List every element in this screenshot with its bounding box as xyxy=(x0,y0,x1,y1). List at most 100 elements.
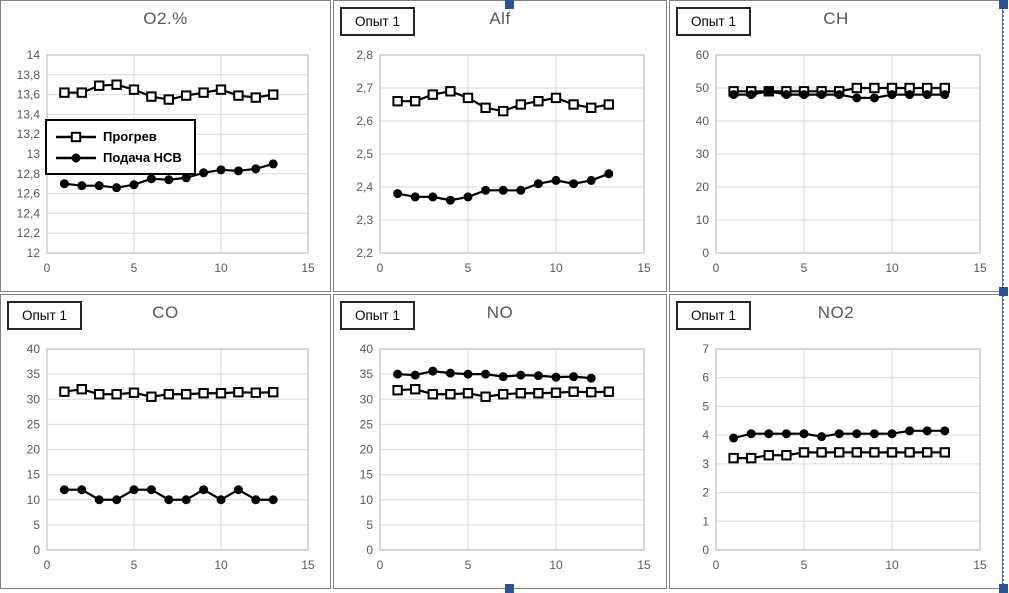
filled-circle-marker-icon xyxy=(59,179,69,189)
filled-circle-marker-icon xyxy=(498,185,508,195)
x-tick-label: 0 xyxy=(713,261,720,275)
y-tick-label: 12,4 xyxy=(17,206,41,220)
filled-circle-marker-icon xyxy=(268,495,278,505)
x-tick-label: 15 xyxy=(973,261,987,275)
filled-circle-marker-icon xyxy=(112,495,122,505)
filled-circle-marker-icon xyxy=(164,495,174,505)
open-square-marker-icon xyxy=(763,450,774,461)
chart-title: NO2 xyxy=(817,303,855,322)
y-tick-label: 15 xyxy=(360,468,374,482)
chart-panel-no[interactable]: NO Опыт 1 0 5 10 15 20 25 30 35 40 0 5 10 15 xyxy=(333,294,667,589)
open-square-marker-icon xyxy=(94,389,105,400)
legend-label: Прогрев xyxy=(103,129,157,144)
filled-circle-marker-icon xyxy=(481,369,491,379)
y-tick-label: 30 xyxy=(360,392,374,406)
open-square-marker-icon xyxy=(268,387,279,398)
y-tick-label: 0 xyxy=(366,543,373,557)
filled-circle-marker-icon xyxy=(94,181,104,191)
filled-circle-marker-icon xyxy=(393,189,403,199)
open-square-marker-icon xyxy=(76,384,87,395)
filled-circle-marker-icon xyxy=(129,180,139,190)
experiment-label-box[interactable]: Опыт 1 xyxy=(340,301,415,330)
filled-circle-marker-icon xyxy=(199,168,209,178)
chart-panel-alf[interactable]: Alf Опыт 1 2,2 2,3 2,4 2,5 2,6 2,7 2,8 0 5 10 15 xyxy=(333,0,667,292)
filled-circle-marker-icon xyxy=(746,429,756,439)
filled-circle-marker-icon xyxy=(746,90,756,100)
filled-circle-marker-icon xyxy=(905,426,915,436)
y-tick-label: 0 xyxy=(33,543,40,557)
experiment-label-box[interactable]: Опыт 1 xyxy=(340,7,415,36)
open-square-marker-icon xyxy=(128,387,140,398)
open-square-marker-icon xyxy=(128,84,140,95)
open-square-marker-icon xyxy=(603,386,615,397)
filled-circle-marker-icon xyxy=(852,93,862,103)
selection-handle-top[interactable] xyxy=(505,0,514,9)
filled-circle-marker-icon xyxy=(251,495,261,505)
filled-circle-marker-icon xyxy=(834,429,844,439)
filled-circle-marker-icon xyxy=(922,426,932,436)
experiment-label-box[interactable]: Опыт 1 xyxy=(7,301,82,330)
chart-title: CO xyxy=(152,303,179,322)
filled-circle-marker-icon xyxy=(764,429,774,439)
plot-area: 0 5 10 15 20 25 30 35 40 0 5 10 15 xyxy=(360,342,651,572)
selection-handle-top-right[interactable] xyxy=(999,0,1008,9)
chart-legend[interactable]: Прогрев Подача НСВ xyxy=(45,119,196,175)
open-square-marker-icon xyxy=(215,388,227,399)
x-tick-label: 5 xyxy=(131,558,138,572)
open-square-marker-icon xyxy=(233,90,244,101)
open-square-marker-icon xyxy=(445,86,456,97)
x-tick-label: 0 xyxy=(377,558,384,572)
filled-circle-marker-icon xyxy=(181,495,191,505)
y-tick-label: 5 xyxy=(366,518,373,532)
filled-circle-marker-icon xyxy=(146,174,156,184)
chart-panel-no2[interactable]: NO2 Опыт 1 0 1 2 3 4 5 6 7 0 5 10 15 xyxy=(669,294,1003,589)
filled-circle-marker-icon xyxy=(516,370,526,380)
open-square-marker-icon xyxy=(392,385,403,396)
selection-handle-bottom-right[interactable] xyxy=(999,584,1008,593)
experiment-label-box[interactable]: Опыт 1 xyxy=(676,7,751,36)
open-square-marker-icon xyxy=(76,87,87,98)
y-tick-label: 20 xyxy=(27,443,41,457)
open-square-marker-icon xyxy=(498,105,509,117)
open-square-marker-icon xyxy=(163,94,175,105)
chart-panel-o2[interactable]: O2.% 12 12,2 12,4 12,6 12,8 13 13,2 13,4 13,6 13,… xyxy=(0,0,331,292)
open-square-marker-icon xyxy=(586,102,597,113)
x-tick-label: 10 xyxy=(885,261,899,275)
y-tick-label: 1 xyxy=(702,514,709,528)
open-square-marker-icon xyxy=(146,91,157,102)
filled-circle-marker-icon xyxy=(164,175,174,185)
filled-circle-marker-icon xyxy=(428,366,438,376)
open-square-marker-icon xyxy=(111,389,122,400)
y-tick-label: 13 xyxy=(27,147,41,161)
filled-circle-marker-icon xyxy=(216,495,226,505)
legend-entry: Подача НСВ xyxy=(55,147,182,168)
x-tick-label: 10 xyxy=(214,558,228,572)
open-square-marker-icon xyxy=(781,450,792,461)
open-square-marker-icon xyxy=(94,80,105,91)
chart-panel-ch[interactable]: CH Опыт 1 0 10 20 30 40 50 60 0 5 10 15 xyxy=(669,0,1003,292)
y-tick-label: 12,8 xyxy=(17,167,41,181)
y-tick-label: 60 xyxy=(696,48,710,62)
y-tick-label: 13,6 xyxy=(17,88,41,102)
x-tick-label: 15 xyxy=(637,261,651,275)
selection-handle-right[interactable] xyxy=(999,287,1008,296)
chart-panel-co[interactable]: CO Опыт 1 0 5 10 15 20 25 30 35 40 0 5 10 15 xyxy=(0,294,331,589)
y-tick-label: 25 xyxy=(27,417,41,431)
y-tick-label: 13,4 xyxy=(17,107,41,121)
filled-circle-marker-icon xyxy=(781,429,791,439)
selection-handle-bottom[interactable] xyxy=(505,584,514,593)
y-tick-label: 6 xyxy=(702,371,709,385)
x-tick-label: 5 xyxy=(465,558,472,572)
chart-title: NO xyxy=(486,303,514,322)
y-tick-label: 7 xyxy=(702,342,709,356)
filled-circle-marker-icon xyxy=(481,185,491,195)
filled-circle-marker-icon xyxy=(586,373,596,383)
experiment-label-box[interactable]: Опыт 1 xyxy=(676,301,751,330)
open-square-marker-icon xyxy=(728,452,739,464)
open-square-marker-icon xyxy=(904,447,915,458)
y-tick-label: 5 xyxy=(702,399,709,413)
open-square-marker-icon xyxy=(568,386,579,397)
filled-circle-marker-icon xyxy=(940,426,950,436)
plot-area: 12 12,2 12,4 12,6 12,8 13 13,2 13,4 13,6 13,8 14 0 5… xyxy=(17,48,315,275)
